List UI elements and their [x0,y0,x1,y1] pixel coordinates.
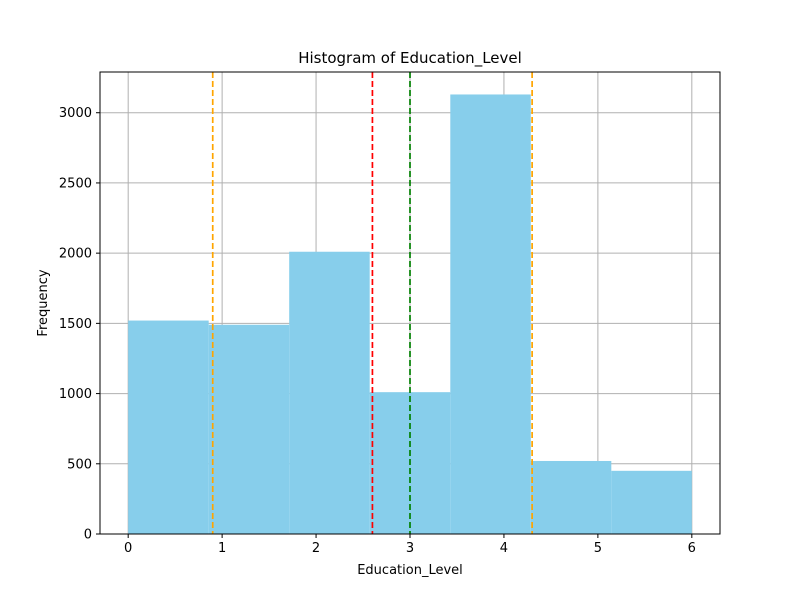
x-tick-label: 5 [594,541,602,556]
histogram-bar [450,94,531,535]
histogram-bar [289,251,370,534]
y-tick-label: 3000 [59,106,92,121]
y-tick-label: 0 [84,528,92,543]
histogram-bar [611,470,692,534]
bars [128,94,692,535]
axis-ticks: 0 1 2 3 4 5 6 0 500 1000 1500 2000 2500 3000 [59,106,696,556]
histogram-bar [208,324,290,534]
y-tick-label: 2000 [59,247,92,262]
y-tick-label: 1000 [59,387,92,402]
y-axis-label: Frequency [36,269,51,336]
histogram-bar [530,460,612,534]
x-tick-label: 4 [500,541,508,556]
reference-lines [211,72,533,534]
y-tick-label: 500 [67,457,92,472]
histogram-bar [128,320,209,534]
x-tick-label: 1 [218,541,226,556]
x-tick-label: 2 [312,541,320,556]
y-tick-label: 2500 [59,176,92,191]
x-tick-label: 3 [406,541,414,556]
x-tick-label: 6 [688,541,696,556]
chart-title: Histogram of Education_Level [298,49,522,68]
x-axis-label: Education_Level [357,563,463,578]
x-tick-label: 0 [124,541,132,556]
y-tick-label: 1500 [59,317,92,332]
